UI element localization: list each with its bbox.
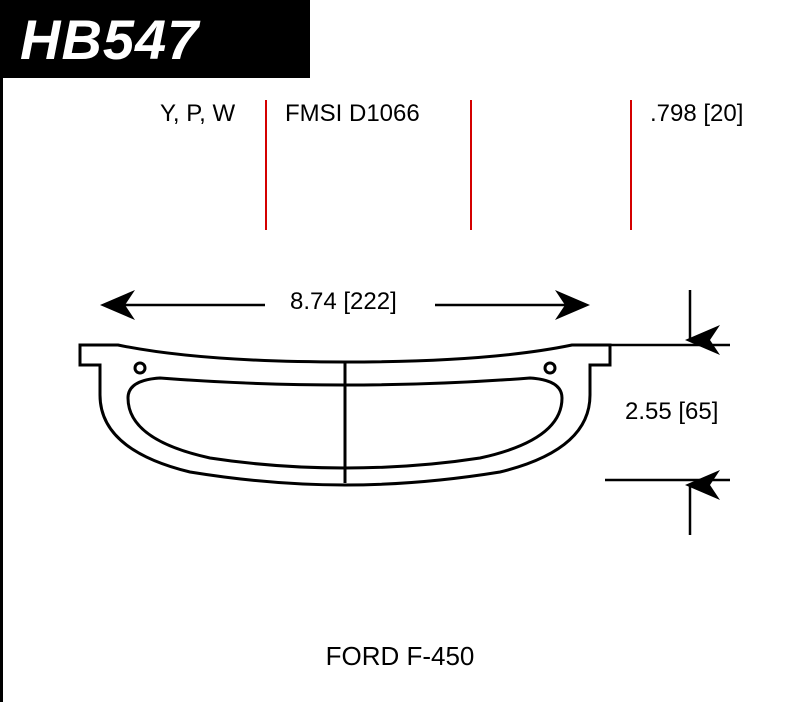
red-divider-3 xyxy=(630,100,632,230)
header-bar: HB547 xyxy=(0,0,310,78)
width-dimension-label: 8.74 [222] xyxy=(290,288,397,316)
diagram-svg xyxy=(0,250,800,630)
red-divider-2 xyxy=(470,100,472,230)
thickness-label: .798 [20] xyxy=(650,100,743,128)
red-divider-1 xyxy=(265,100,267,230)
height-dimension-label: 2.55 [65] xyxy=(625,398,718,426)
compounds-label: Y, P, W xyxy=(160,100,235,128)
brake-pad-diagram: 8.74 [222] 2.55 [65] xyxy=(0,250,800,630)
spec-row: Y, P, W FMSI D1066 .798 [20] xyxy=(0,100,800,130)
brake-pad-shape xyxy=(80,345,610,485)
vehicle-label: FORD F-450 xyxy=(0,641,800,672)
fmsi-label: FMSI D1066 xyxy=(285,100,420,128)
part-number-title: HB547 xyxy=(20,7,199,72)
